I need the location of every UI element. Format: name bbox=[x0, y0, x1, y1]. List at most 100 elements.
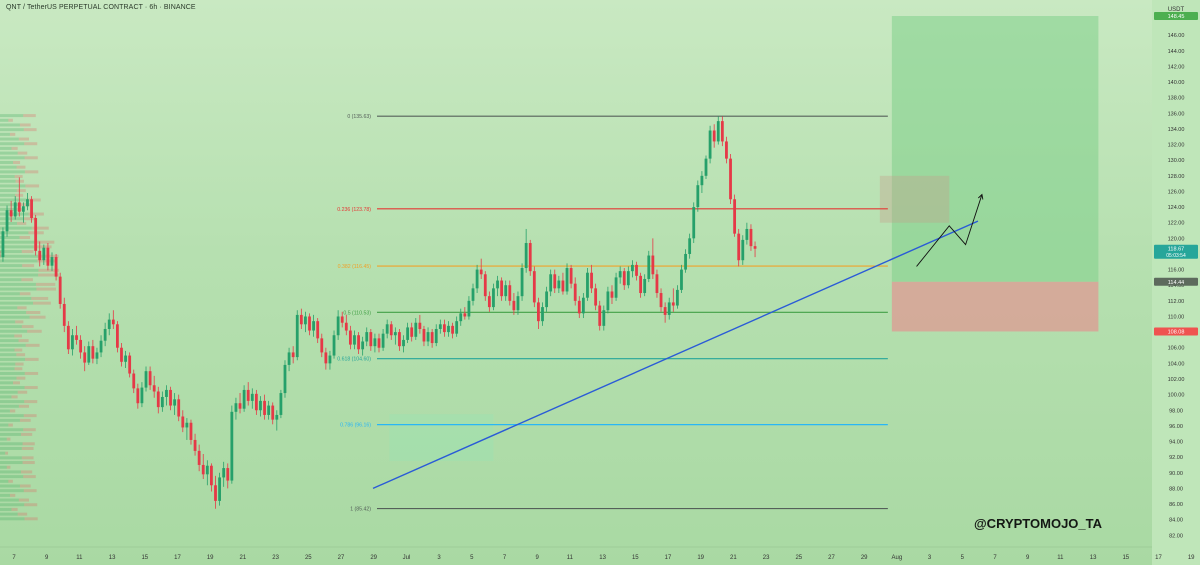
time-tick: 9 bbox=[45, 555, 49, 561]
price-tick: 110.00 bbox=[1168, 314, 1184, 320]
candle-body bbox=[156, 391, 160, 408]
volume-profile-bar bbox=[0, 517, 25, 521]
candle-body bbox=[561, 280, 565, 292]
volume-profile-bar bbox=[0, 386, 25, 390]
candle-body bbox=[586, 272, 589, 298]
time-tick: 19 bbox=[697, 555, 704, 561]
candle-body bbox=[745, 228, 749, 240]
price-tick: 100.00 bbox=[1168, 393, 1185, 399]
volume-profile-bar bbox=[36, 287, 57, 291]
volume-profile-bar bbox=[0, 123, 20, 127]
volume-profile-bar bbox=[19, 235, 31, 239]
candle-body bbox=[336, 316, 340, 336]
candle-body bbox=[271, 405, 275, 420]
volume-profile-bar bbox=[28, 212, 44, 216]
candle-body bbox=[267, 405, 271, 415]
volume-profile-bar bbox=[0, 118, 9, 122]
candle-body bbox=[165, 389, 168, 397]
time-tick: 5 bbox=[470, 555, 474, 561]
candle-body bbox=[344, 322, 348, 331]
volume-profile-bar bbox=[0, 390, 18, 394]
volume-profile-bar bbox=[0, 221, 18, 225]
volume-profile-bar bbox=[0, 165, 17, 169]
candle-body bbox=[79, 339, 83, 353]
volume-profile-bar bbox=[16, 189, 26, 193]
candle-body bbox=[9, 210, 13, 217]
candle-body bbox=[483, 274, 487, 297]
volume-profile-bar bbox=[0, 273, 39, 277]
time-tick: 23 bbox=[763, 555, 770, 561]
candle-body bbox=[263, 400, 266, 415]
volume-profile-bar bbox=[0, 254, 39, 258]
volume-profile-bar bbox=[23, 475, 36, 479]
volume-profile-bar bbox=[0, 114, 24, 118]
time-tick: 17 bbox=[174, 555, 181, 561]
candle-body bbox=[475, 269, 479, 289]
volume-profile-bar bbox=[19, 203, 31, 207]
candle-body bbox=[651, 255, 655, 275]
volume-profile-bar bbox=[0, 207, 16, 211]
candle-body bbox=[741, 239, 745, 261]
candle-body bbox=[226, 468, 230, 481]
price-tick: 106.00 bbox=[1168, 346, 1185, 352]
time-tick: 11 bbox=[1057, 555, 1064, 561]
candle-body bbox=[610, 291, 614, 298]
price-tick: 88.00 bbox=[1169, 486, 1183, 492]
candle-body bbox=[62, 303, 66, 326]
candle-body bbox=[369, 332, 373, 347]
candle-body bbox=[508, 285, 512, 301]
volume-profile-bar bbox=[17, 512, 28, 516]
candle-body bbox=[128, 355, 132, 374]
volume-profile-bar bbox=[35, 240, 55, 244]
candle-body bbox=[459, 313, 463, 322]
candle-body bbox=[463, 313, 467, 317]
volume-profile-bar bbox=[0, 226, 32, 230]
volume-profile-bar bbox=[15, 320, 24, 324]
candle-body bbox=[357, 335, 360, 350]
candle-body bbox=[279, 393, 283, 415]
zones bbox=[389, 16, 1099, 462]
volume-profile-bar bbox=[18, 404, 30, 408]
candle-body bbox=[643, 278, 647, 294]
price-tick: 92.00 bbox=[1169, 455, 1183, 461]
price-badge bbox=[1154, 327, 1198, 336]
volume-profile-bar bbox=[19, 484, 31, 488]
volume-profile-bar bbox=[0, 353, 17, 357]
volume-profile-bar bbox=[0, 461, 23, 465]
fib-label-0.786: 0.786 (96.16) bbox=[340, 423, 371, 429]
volume-profile-bar bbox=[25, 343, 40, 347]
volume-profile-bar bbox=[23, 114, 36, 118]
candle-body bbox=[173, 399, 177, 406]
time-tick: 5 bbox=[961, 555, 965, 561]
candle-body bbox=[295, 314, 299, 358]
candle-body bbox=[222, 468, 226, 478]
candle-body bbox=[708, 130, 712, 159]
price-tick: 120.00 bbox=[1168, 236, 1185, 242]
watermark: @CRYPTOMOJO_TA bbox=[974, 516, 1103, 531]
price-tick: 86.00 bbox=[1169, 502, 1183, 508]
candle-body bbox=[451, 325, 454, 334]
volume-profile-bar bbox=[23, 414, 37, 418]
candle-body bbox=[426, 332, 430, 342]
volume-profile-bar bbox=[0, 296, 32, 300]
time-tick: 19 bbox=[1188, 555, 1195, 561]
price-tick: 130.00 bbox=[1168, 158, 1185, 164]
volume-profile-bar bbox=[0, 512, 18, 516]
candle-body bbox=[753, 246, 757, 249]
candle-body bbox=[365, 332, 369, 342]
candle-body bbox=[385, 324, 389, 334]
candle-body bbox=[218, 477, 221, 501]
time-tick: Aug bbox=[892, 555, 903, 561]
candle-body bbox=[479, 269, 483, 275]
candle-body bbox=[680, 269, 683, 290]
candle-body bbox=[17, 202, 21, 212]
volume-profile-bar bbox=[23, 217, 37, 221]
candle-body bbox=[254, 393, 258, 411]
candle-body bbox=[214, 485, 217, 501]
target-zone bbox=[891, 16, 1099, 282]
volume-profile-bar bbox=[26, 311, 41, 315]
time-tick: 21 bbox=[240, 555, 247, 561]
candle-body bbox=[520, 268, 524, 297]
volume-profile-bar bbox=[31, 296, 49, 300]
